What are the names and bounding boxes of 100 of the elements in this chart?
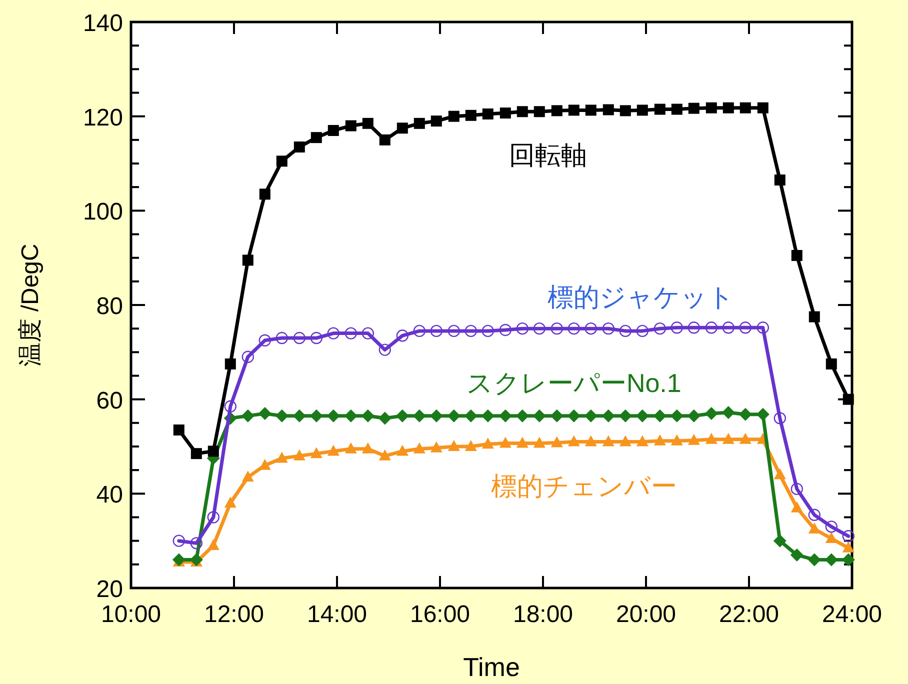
point (430, 116, 442, 127)
point (619, 324, 632, 338)
point (345, 120, 356, 132)
point (516, 409, 529, 422)
point (790, 501, 803, 512)
point (396, 330, 409, 342)
point (671, 104, 682, 115)
x-tick-label: 14:00 (306, 601, 368, 628)
point (842, 541, 854, 552)
point (516, 436, 528, 448)
point (224, 496, 236, 508)
point (722, 102, 734, 114)
point (550, 409, 564, 422)
point (173, 424, 184, 436)
point (258, 334, 271, 346)
point (740, 102, 751, 114)
point (687, 409, 700, 422)
point (328, 124, 339, 136)
point (378, 344, 391, 356)
point (636, 435, 648, 446)
point (585, 104, 596, 116)
point (825, 532, 838, 543)
point (824, 553, 838, 566)
x-tick-label: 10:00 (100, 601, 162, 628)
point (602, 435, 614, 446)
x-tick-label: 16:00 (410, 601, 470, 628)
point (310, 132, 322, 144)
y-tick-label: 140 (82, 10, 123, 37)
point (344, 442, 357, 454)
x-tick-label: 24:00 (822, 601, 882, 628)
point (190, 537, 203, 550)
point (481, 409, 494, 422)
point (482, 438, 494, 449)
point (516, 322, 528, 335)
point (172, 553, 186, 566)
point (276, 332, 288, 344)
point (705, 432, 718, 444)
point (378, 412, 392, 425)
point (808, 311, 820, 322)
point (310, 447, 322, 458)
point (413, 324, 426, 338)
point (568, 435, 580, 446)
point (722, 322, 734, 334)
y-tick-label: 60 (96, 387, 123, 414)
point (362, 327, 374, 340)
point (242, 470, 254, 482)
point (362, 442, 374, 454)
point (326, 409, 340, 422)
point (550, 322, 564, 335)
y-axis-title: 温度 /DegC (17, 244, 44, 366)
point (464, 324, 477, 338)
point (567, 409, 580, 422)
point (842, 394, 854, 405)
point (379, 134, 390, 146)
point (258, 406, 272, 420)
y-tick-label: 80 (96, 293, 123, 320)
point (757, 102, 768, 114)
y-tick-label: 120 (82, 104, 123, 132)
series-label: 標的ジャケット (547, 282, 734, 312)
point (551, 105, 562, 116)
point (739, 322, 752, 334)
point (584, 435, 597, 446)
point (327, 327, 340, 340)
point (190, 553, 203, 566)
point (636, 409, 649, 422)
point (602, 322, 615, 335)
point (259, 188, 270, 200)
point (172, 534, 185, 547)
point (499, 324, 512, 336)
point (224, 358, 236, 370)
point (448, 110, 460, 122)
y-tick-label: 20 (96, 576, 123, 603)
point (584, 409, 598, 422)
point (293, 449, 306, 460)
point (670, 409, 684, 422)
point (636, 324, 648, 338)
point (464, 440, 477, 451)
point (654, 104, 666, 115)
point (808, 508, 821, 521)
point (790, 482, 803, 496)
point (706, 102, 717, 114)
point (756, 408, 770, 421)
point (430, 324, 442, 338)
point (842, 530, 854, 542)
point (500, 108, 511, 119)
point (791, 250, 802, 261)
point (414, 118, 425, 129)
point (568, 322, 580, 335)
point (584, 322, 597, 335)
x-tick-label: 20:00 (616, 601, 676, 628)
point (670, 322, 683, 334)
point (294, 141, 305, 152)
point (842, 553, 855, 566)
point (688, 322, 700, 334)
point (654, 434, 666, 446)
point (550, 436, 563, 448)
point (293, 332, 306, 344)
point (327, 444, 340, 456)
point (774, 412, 786, 424)
point (310, 332, 322, 344)
